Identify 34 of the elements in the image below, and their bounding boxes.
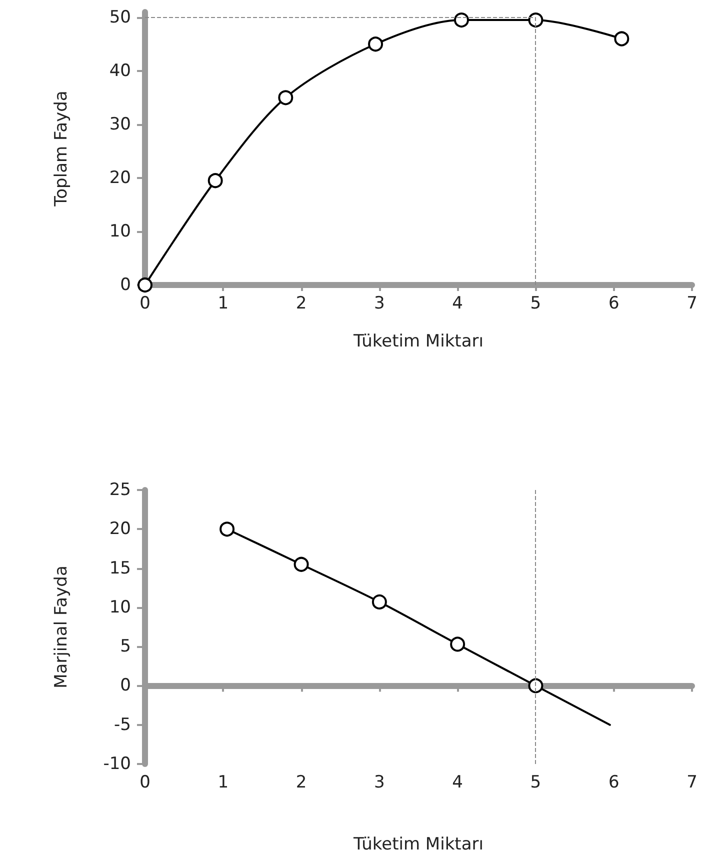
x-tick-label: 4 [452, 294, 463, 314]
y-axis-title: Toplam Fayda [52, 90, 72, 208]
y-tick-label: 0 [120, 275, 131, 295]
x-tick-label: 1 [218, 772, 229, 792]
x-tick-label: 2 [296, 772, 307, 792]
y-tick-label: 5 [120, 636, 131, 657]
x-tick-label: 0 [140, 294, 150, 314]
y-tick-label: -5 [114, 714, 131, 735]
x-tick-label: 4 [452, 772, 463, 792]
y-tick-label: 10 [109, 597, 131, 618]
y-tick-label: 15 [109, 558, 131, 578]
y-tick-label: 0 [120, 676, 131, 696]
x-tick-label: 5 [530, 294, 542, 314]
x-tick-label: 0 [140, 772, 150, 792]
y-tick-label: 30 [109, 114, 131, 134]
x-tick-label: 7 [686, 294, 698, 314]
x-tick-label: 3 [374, 294, 385, 314]
x-tick-label: 1 [218, 294, 229, 314]
y-tick-label: 20 [109, 168, 131, 188]
x-tick-label: 5 [530, 772, 542, 792]
y-axis-title: Marjinal Fayda [52, 566, 72, 688]
y-tick-label: 40 [109, 60, 131, 81]
x-tick-label: 3 [374, 772, 385, 792]
y-tick-label: 10 [109, 221, 131, 242]
x-tick-label: 2 [296, 294, 307, 314]
y-tick-label: 25 [109, 480, 131, 500]
x-tick-label: 6 [608, 294, 620, 314]
y-tick-label: -10 [103, 754, 131, 774]
y-tick-label: 50 [109, 7, 131, 28]
y-tick-label: 20 [109, 519, 131, 540]
x-axis-title: Tüketim Miktarı [352, 332, 484, 352]
x-axis-title: Tüketim Miktarı [352, 834, 484, 854]
x-tick-label: 6 [608, 772, 620, 792]
x-tick-label: 7 [686, 772, 698, 792]
